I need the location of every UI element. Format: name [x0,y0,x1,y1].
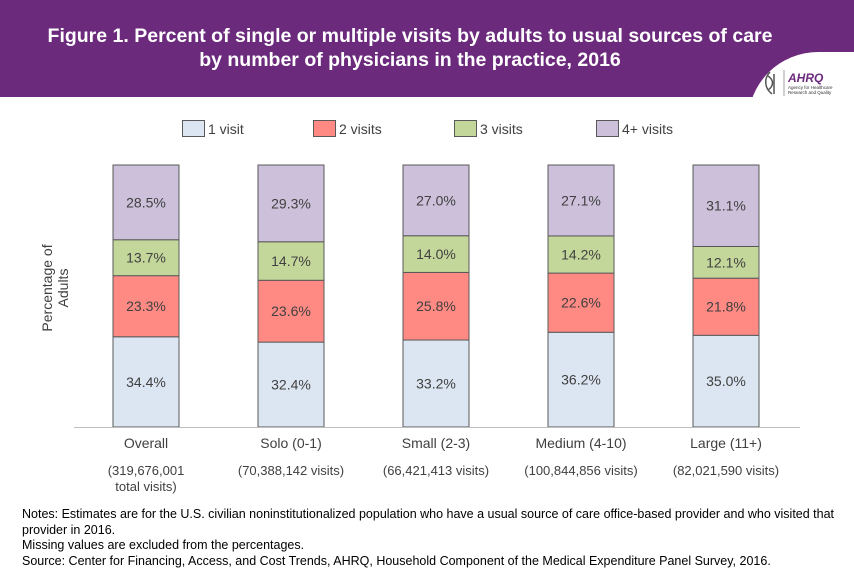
bar-segment [112,164,180,241]
ahrq-logo: AHRQ Agency for Healthcare Research and … [765,70,833,96]
bar-segment [692,334,760,428]
bar-segment [257,241,325,281]
note-line: Source: Center for Financing, Access, an… [22,553,771,568]
stacked-bar-chart: 34.4% 23.3% 13.7% 28.5% 32.4% 23.6% 14.7% 29.3%… [74,164,800,428]
category-count: (66,421,413 visits) [382,463,490,478]
legend-label: 3 visits [480,120,523,137]
category-label: Large (11+) [690,435,762,451]
bar-segment [112,239,180,277]
legend-item: 1 visit [182,120,244,137]
bar-segment [692,277,760,336]
data-label: 25.8% [416,298,456,314]
legend-item: 4+ visits [596,120,673,137]
category-count: (82,021,590 visits) [672,463,780,478]
data-label: 32.4% [271,377,311,393]
chart-title: Figure 1. Percent of single or multiple … [47,25,773,71]
category-label: Solo (0-1) [260,435,322,451]
category-label: Medium (4-10) [535,435,627,451]
data-label: 35.0% [706,373,746,389]
svg-text:Research and Quality: Research and Quality [788,90,832,95]
svg-text:Agency for Healthcare: Agency for Healthcare [788,85,833,90]
category-label: Small (2-3) [401,435,471,451]
data-label: 34.4% [126,374,166,390]
bar-segment [257,164,325,243]
data-label: 29.3% [271,195,311,211]
legend-swatch [596,120,619,137]
legend-label: 2 visits [339,120,382,137]
data-label: 28.5% [126,194,166,210]
bar-segment [547,164,615,237]
bar-segment [257,341,325,428]
legend-label: 4+ visits [622,120,673,137]
data-label: 14.0% [416,246,456,262]
data-label: 27.0% [416,192,456,208]
legend-item: 2 visits [313,120,382,137]
note-line: Missing values are excluded from the per… [22,538,305,552]
legend: 1 visit 2 visits 3 visits 4+ visits [0,120,854,140]
category-count: (319,676,001 total visits) [107,463,185,494]
data-label: 12.1% [706,254,746,270]
data-label: 14.2% [561,247,601,263]
data-label: 33.2% [416,376,456,392]
category-count: (100,844,856 visits) [524,463,638,478]
data-label: 36.2% [561,372,601,388]
bar-segment [402,339,470,428]
bar-segment [547,235,615,274]
legend-swatch [313,120,336,137]
data-label: 23.6% [271,303,311,319]
legend-swatch [454,120,477,137]
note-line: Notes: Estimates are for the U.S. civili… [22,507,835,537]
data-label: 23.3% [126,298,166,314]
bar-segment [402,235,470,273]
category-label: Overall [123,435,169,451]
bar-segment [692,245,760,279]
notes: Notes: Estimates are for the U.S. civili… [22,507,842,569]
data-label: 27.1% [561,192,601,208]
data-label: 21.8% [706,299,746,315]
bar-segment [112,336,180,428]
legend-swatch [182,120,205,137]
category-count: (70,388,142 visits) [237,463,345,478]
title-banner: Figure 1. Percent of single or multiple … [0,0,854,97]
bar-segment [402,164,470,237]
bar-segment [547,272,615,333]
data-label: 31.1% [706,198,746,214]
svg-text:AHRQ: AHRQ [787,71,824,85]
legend-item: 3 visits [454,120,523,137]
data-label: 13.7% [126,250,166,266]
bar-segment [692,164,760,247]
data-label: 22.6% [561,295,601,311]
legend-label: 1 visit [208,120,244,137]
data-label: 14.7% [271,253,311,269]
bar-segment [402,271,470,341]
bar-segment [257,279,325,343]
